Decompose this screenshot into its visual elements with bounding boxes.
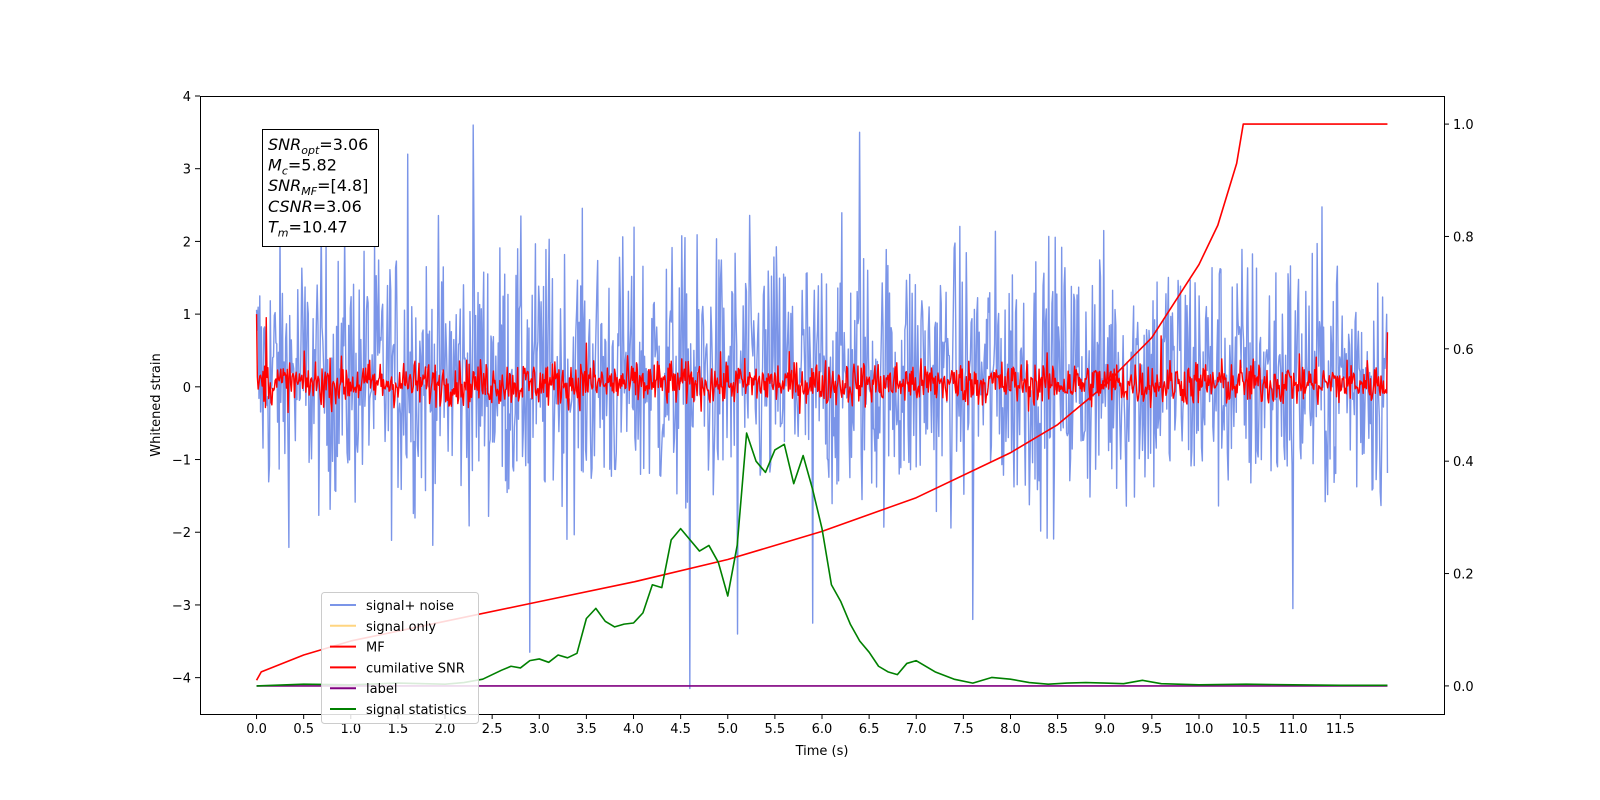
- legend: signal+ noise signal only MF cumilative SNR…: [321, 592, 479, 724]
- series-mf: [255, 314, 1389, 414]
- x-tick-label: 5.0: [717, 722, 738, 737]
- y-tick-label: −2: [172, 526, 191, 541]
- x-tick-label: 1.5: [388, 722, 409, 737]
- y-tick-label: 2: [183, 235, 191, 250]
- x-tick-label: 11.0: [1279, 722, 1308, 737]
- series-signal-statistics: [256, 432, 1388, 687]
- y-tick-label: 1: [183, 308, 191, 323]
- x-tick-label: 11.5: [1326, 722, 1355, 737]
- annotation-line: SNRopt=3.06: [268, 135, 368, 157]
- annotation-sub: c: [282, 165, 288, 178]
- annotation-line: CSNR=3.06: [268, 197, 362, 216]
- annotation-line: Tm=10.47: [268, 217, 348, 239]
- y2-tick-label: 0.8: [1453, 230, 1474, 245]
- y2-tick-label: 1.0: [1453, 118, 1474, 133]
- x-tick-label: 2.0: [435, 722, 456, 737]
- x-tick-label: 10.0: [1184, 722, 1213, 737]
- x-tick-label: 9.0: [1094, 722, 1115, 737]
- y-tick-label: 3: [183, 163, 191, 178]
- y-tick-label: −4: [172, 672, 191, 687]
- x-tick-label: 1.0: [340, 722, 361, 737]
- annotation-sub: opt: [301, 144, 320, 157]
- y2-tick-label: 0.0: [1453, 680, 1474, 695]
- x-tick-label: 3.5: [576, 722, 597, 737]
- y-axis-left: 4 3 2 1 0 −1 −2 −3 −4: [172, 90, 200, 687]
- annotation-var: SNR: [268, 135, 301, 154]
- annotation-value: =10.47: [289, 217, 348, 236]
- legend-entry: signal statistics: [366, 703, 467, 718]
- series-signal-noise: [255, 124, 1389, 690]
- y-axis-right: 1.0 0.8 0.6 0.4 0.2 0.0: [1444, 118, 1474, 695]
- x-tick-label: 5.5: [765, 722, 786, 737]
- annotation-var: M: [268, 156, 282, 175]
- annotation-box: [262, 129, 379, 247]
- x-axis: 0.0 0.5 1.0 1.5 2.0 2.5 3.0 3.5 4.0 4.5 5.0 5.5 6.0 6…: [246, 714, 1355, 737]
- y-tick-label: 0: [183, 381, 191, 396]
- y-tick-label: −1: [172, 454, 191, 469]
- x-tick-label: 7.0: [906, 722, 927, 737]
- y-axis-label: Whitened strain: [149, 353, 164, 456]
- annotation-value: =[4.8]: [317, 176, 368, 195]
- x-tick-label: 4.5: [670, 722, 691, 737]
- y2-tick-label: 0.2: [1453, 568, 1474, 583]
- y2-tick-label: 0.4: [1453, 455, 1474, 470]
- annotation-value: =5.82: [288, 156, 337, 175]
- legend-entry: cumilative SNR: [366, 661, 465, 676]
- y-tick-label: −3: [172, 599, 191, 614]
- legend-entry: label: [366, 682, 397, 697]
- x-tick-label: 8.0: [1000, 722, 1021, 737]
- annotation-value: =3.06: [319, 135, 368, 154]
- x-tick-label: 2.5: [482, 722, 503, 737]
- x-tick-label: 0.5: [293, 722, 314, 737]
- x-tick-label: 9.5: [1142, 722, 1163, 737]
- x-tick-label: 4.0: [623, 722, 644, 737]
- legend-entry: signal only: [366, 620, 436, 635]
- y-tick-label: 4: [183, 90, 191, 105]
- annotation-var: SNR: [268, 176, 301, 195]
- legend-entry: signal+ noise: [366, 599, 454, 614]
- stats-annotation: SNRopt=3.06Mc=5.82SNRMF=[4.8]CSNR=3.06Tm…: [262, 129, 379, 247]
- x-tick-label: 10.5: [1232, 722, 1261, 737]
- x-tick-label: 0.0: [246, 722, 267, 737]
- legend-entry: MF: [366, 641, 385, 656]
- annotation-sub: MF: [301, 185, 317, 198]
- annotation-sub: m: [278, 226, 289, 239]
- x-tick-label: 8.5: [1047, 722, 1068, 737]
- x-axis-label: Time (s): [795, 744, 849, 759]
- annotation-var: T: [268, 217, 279, 236]
- annotation-var: CSNR: [268, 197, 313, 216]
- x-tick-label: 6.0: [812, 722, 833, 737]
- annotation-value: =3.06: [313, 197, 362, 216]
- x-tick-label: 7.5: [953, 722, 974, 737]
- y2-tick-label: 0.6: [1453, 343, 1474, 358]
- annotation-line: SNRMF=[4.8]: [268, 176, 368, 198]
- legend-box: [321, 592, 479, 724]
- x-tick-label: 3.0: [529, 722, 550, 737]
- annotation-line: Mc=5.82: [268, 156, 337, 178]
- x-tick-label: 6.5: [859, 722, 880, 737]
